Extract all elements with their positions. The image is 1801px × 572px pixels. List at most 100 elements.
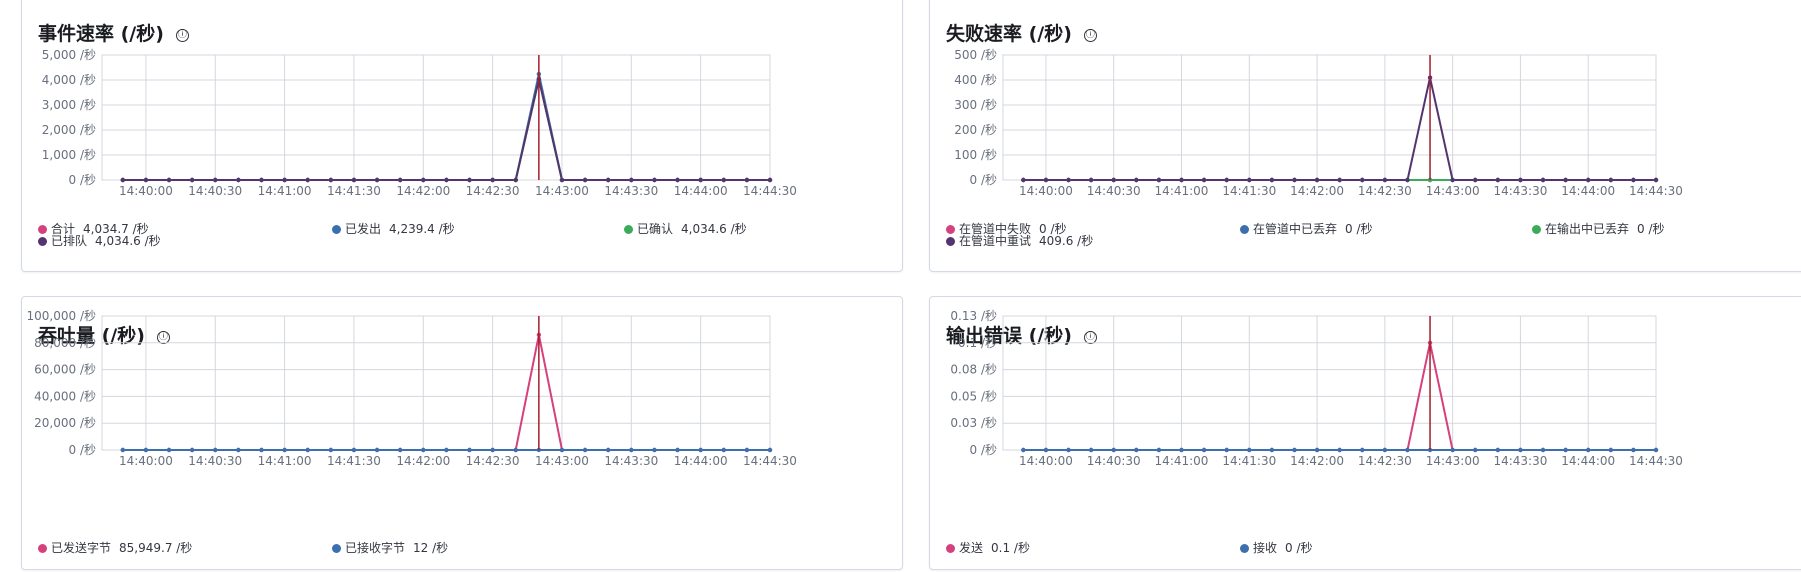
info-icon[interactable]: ⓘ [175,29,189,42]
chart-legend: 合计 4,034.7 /秒 已发出 4,239.4 /秒 已确认 4,034.6 /秒… [38,220,888,250]
legend-value: 4,239.4 /秒 [389,222,455,236]
legend-value: 0 /秒 [1039,222,1067,236]
legend-item[interactable]: 已发送字节 85,949.7 /秒 [38,539,192,556]
y-tick-label: 5,000 /秒 [42,48,96,62]
data-point [721,177,726,183]
y-tick-label: 0 /秒 [970,443,998,457]
throughput-panel: 吞吐量 (/秒) ⓘ 0 /秒 20,000 /秒 40,000 /秒 60,000 /… [21,296,903,570]
event-rate-chart: 0 /秒 1,000 /秒 2,000 /秒 3,000 /秒 4,000 /秒 5,00… [42,48,797,198]
data-point [1608,447,1614,453]
legend-value: 0 /秒 [1345,222,1373,236]
data-point [652,177,657,183]
info-icon[interactable]: ⓘ [1083,331,1097,344]
x-tick-label: 14:42:00 [396,184,450,198]
data-point [1156,447,1162,453]
y-tick-label: 0 /秒 [69,173,97,187]
data-point [606,447,611,453]
legend-item[interactable]: 合计 4,034.7 /秒 [38,220,149,237]
y-tick-label: 3,000 /秒 [42,98,96,112]
data-point [1088,177,1094,183]
legend-item[interactable]: 已排队 4,034.6 /秒 [38,232,161,249]
data-point [282,177,287,183]
legend-value: 85,949.7 /秒 [119,541,193,555]
legend-label: 在管道中失败 [959,222,1032,236]
legend-value: 0.1 /秒 [991,541,1030,555]
data-point [1134,177,1139,183]
legend-item[interactable]: 在输出中已丢弃 0 /秒 [1532,220,1665,237]
plot-frame [101,54,771,181]
series-line [1023,76,1656,181]
legend-label: 已接收字节 [345,541,406,555]
data-point [166,447,172,453]
legend-item[interactable]: 在管道中重试 409.6 /秒 [946,232,1093,249]
data-point [1450,177,1455,183]
data-point [305,177,310,183]
data-point [1156,177,1162,183]
output-errors-panel: 输出错误 (/秒) ⓘ 0 /秒 0.03 /秒 0.05 /秒 0.08 /秒 0.1 … [929,296,1801,570]
data-point [698,177,703,183]
data-point [259,447,264,453]
x-tick-label: 14:44:30 [743,184,797,198]
x-tick-label: 14:43:30 [1493,454,1547,468]
legend-label: 合计 [51,222,76,236]
legend-item[interactable]: 在管道中失败 0 /秒 [946,220,1067,237]
legend-label: 发送 [959,541,984,555]
data-point [629,447,634,453]
panel-title: 失败速率 (/秒) ⓘ [946,19,1097,46]
legend-swatch [946,237,955,246]
data-point [1382,447,1388,453]
y-tick-label: 0.13 /秒 [950,309,997,323]
x-tick-label: 14:41:00 [258,184,312,198]
data-point [1134,447,1139,453]
x-tick-label: 14:43:30 [604,454,658,468]
legend-item[interactable]: 已接收字节 12 /秒 [332,539,448,556]
legend-item[interactable]: 在管道中已丢弃 0 /秒 [1240,220,1373,237]
info-icon[interactable]: ⓘ [156,331,170,344]
plot-frame [1002,54,1657,181]
data-point [351,177,357,183]
x-tick-label: 14:44:30 [743,454,797,468]
x-tick-label: 14:44:00 [674,454,728,468]
data-point [1495,447,1501,453]
data-point [1631,177,1636,183]
x-tick-label: 14:42:00 [396,454,450,468]
legend-item[interactable]: 接收 0 /秒 [1240,539,1313,556]
panel-title: 吞吐量 (/秒) ⓘ [38,321,170,348]
data-point [305,447,310,453]
x-tick-label: 14:44:30 [1629,184,1683,198]
data-point [1473,447,1478,453]
data-point [652,447,657,453]
data-point [1337,447,1342,453]
y-tick-label: 500 /秒 [954,48,997,62]
x-tick-label: 14:42:30 [466,184,520,198]
y-tick-label: 60,000 /秒 [34,363,96,377]
data-point [1563,447,1568,453]
data-point [1405,177,1410,183]
data-point [1360,447,1365,453]
info-icon[interactable]: ⓘ [1083,29,1097,42]
data-point [1292,177,1297,183]
legend-item[interactable]: 已发出 4,239.4 /秒 [332,220,455,237]
panel-title-text: 事件速率 (/秒) [38,23,164,45]
data-point [213,177,218,183]
x-tick-label: 14:41:30 [1222,454,1276,468]
data-point [629,177,634,183]
data-point [1586,447,1591,453]
x-tick-label: 14:41:00 [1155,184,1209,198]
data-point [1247,447,1252,453]
data-point [1269,447,1275,453]
legend-value: 4,034.7 /秒 [83,222,149,236]
failure-rate-panel: 失败速率 (/秒) ⓘ 0 /秒 100 /秒 200 /秒 300 /秒 400 /秒 5… [929,0,1801,272]
data-point [606,177,611,183]
data-point [1224,177,1229,183]
y-tick-label: 0 /秒 [69,443,97,457]
data-point [582,447,588,453]
data-point [374,177,380,183]
data-point [259,177,264,183]
legend-item[interactable]: 发送 0.1 /秒 [946,539,1030,556]
data-point [444,447,449,453]
legend-item[interactable]: 已确认 4,034.6 /秒 [624,220,747,237]
y-tick-label: 80,000 /秒 [34,336,96,350]
data-point [328,447,334,453]
x-tick-label: 14:41:00 [258,454,312,468]
